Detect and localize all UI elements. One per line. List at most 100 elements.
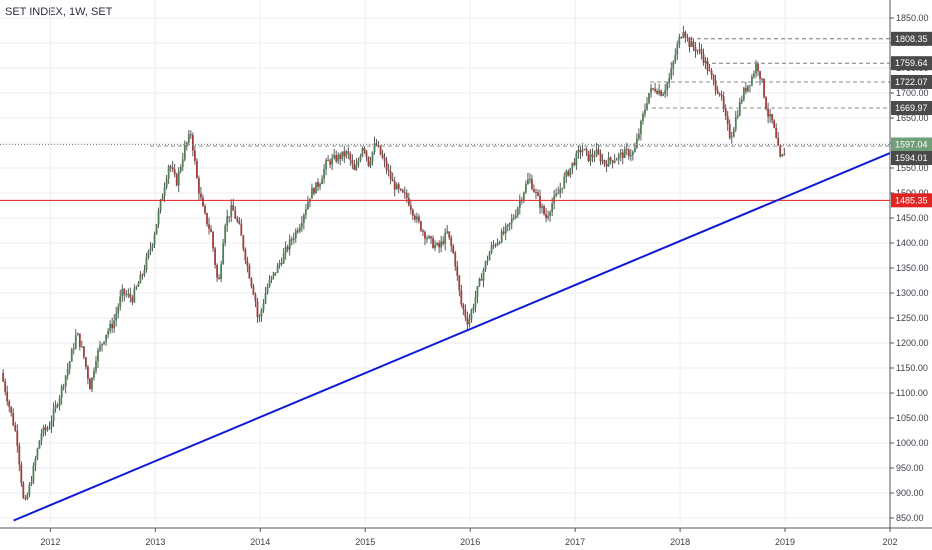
candle-body [78,333,81,347]
candle-body [387,170,390,172]
candle-body [484,261,487,270]
candle-body [315,182,317,194]
candle-body [327,160,329,162]
candle-body [401,189,404,193]
candle-body [371,151,374,162]
candle-body [6,391,9,402]
candle-body [266,286,269,294]
candle-body [391,179,394,182]
candle-body [508,222,511,225]
candle-body [300,222,303,228]
candle-body [603,160,606,165]
candle-body [569,167,572,176]
candle-body [738,101,741,116]
candle-body [577,149,580,153]
candle-body [171,167,174,170]
candle-body [496,242,499,246]
y-tick-label: 1700.00 [896,88,929,98]
candle-body [258,316,261,318]
trendline[interactable] [13,152,891,522]
candle-body [561,187,564,190]
candle-body [619,152,622,155]
candle-body [393,181,396,190]
candle-body [736,115,739,118]
price-tag-label: 1669.97 [895,103,928,113]
candle-body [109,323,112,331]
y-tick-label: 1000.00 [896,438,929,448]
candle-body [716,90,719,94]
candle-body [12,413,15,426]
candle-body [274,272,277,274]
candle-body [135,286,138,289]
candle-body [131,297,134,303]
candle-body [559,189,562,194]
candle-body [48,426,51,429]
y-tick-label: 1450.00 [896,213,929,223]
candle-body [454,252,457,267]
candle-body [506,224,509,227]
candle-body [76,333,79,336]
candle-body [597,149,600,154]
candle-body [498,242,501,244]
y-tick-label: 1200.00 [896,338,929,348]
candle-body [742,87,745,100]
candle-body [329,160,332,165]
candle-body [101,343,103,346]
y-tick-label: 1550.00 [896,163,929,173]
candle-body [153,234,156,245]
candle-body [230,205,233,217]
candle-body [2,373,5,382]
candle-body [512,217,515,219]
candle-body [656,90,658,94]
candle-body [403,192,406,194]
candle-body [629,155,632,157]
candle-body [625,149,628,151]
y-tick-label: 1150.00 [896,363,928,373]
price-tag-label: 1722.07 [895,77,928,87]
candle-body [744,87,747,92]
price-tag [891,193,932,208]
price-tag-label: 1597.04 [895,139,928,149]
candle-body [765,97,767,110]
candle-body [119,296,122,307]
candle-body [379,145,382,155]
candle-body [581,149,584,153]
candle-body [44,427,47,430]
candle-body [524,184,527,193]
candle-body [103,341,105,344]
candle-body [718,93,721,95]
candle-body [373,143,376,152]
candle-body [464,309,467,318]
candle-body [97,350,99,362]
candle-body [40,433,43,441]
candle-body [535,191,537,193]
trendline-layer [13,152,891,522]
candle-body [369,161,372,166]
candle-body [133,288,136,303]
candle-body [601,160,604,162]
candle-body [24,497,27,500]
candle-body [492,244,495,246]
candle-body [163,187,166,197]
candle-body [436,243,438,245]
price-tags: 1808.35 1759.64 1722.07 1669.97 1597.04 1594.… [891,31,932,208]
candle-body [424,231,426,239]
candle-body [567,171,570,176]
candle-body [252,286,255,295]
candle-body [236,218,239,222]
y-tick-label: 1250.00 [896,313,929,323]
candle-body [662,94,665,96]
candle-body [759,71,761,80]
candle-layer [2,25,786,501]
price-tag [891,74,932,89]
candle-body [692,41,695,48]
candle-body [50,420,53,427]
candle-body [70,349,73,362]
candle-body [238,221,241,224]
candle-body [46,428,49,430]
candle-body [531,178,533,190]
candle-body [426,238,428,240]
grid-layer [0,0,891,524]
candle-body [264,293,267,304]
